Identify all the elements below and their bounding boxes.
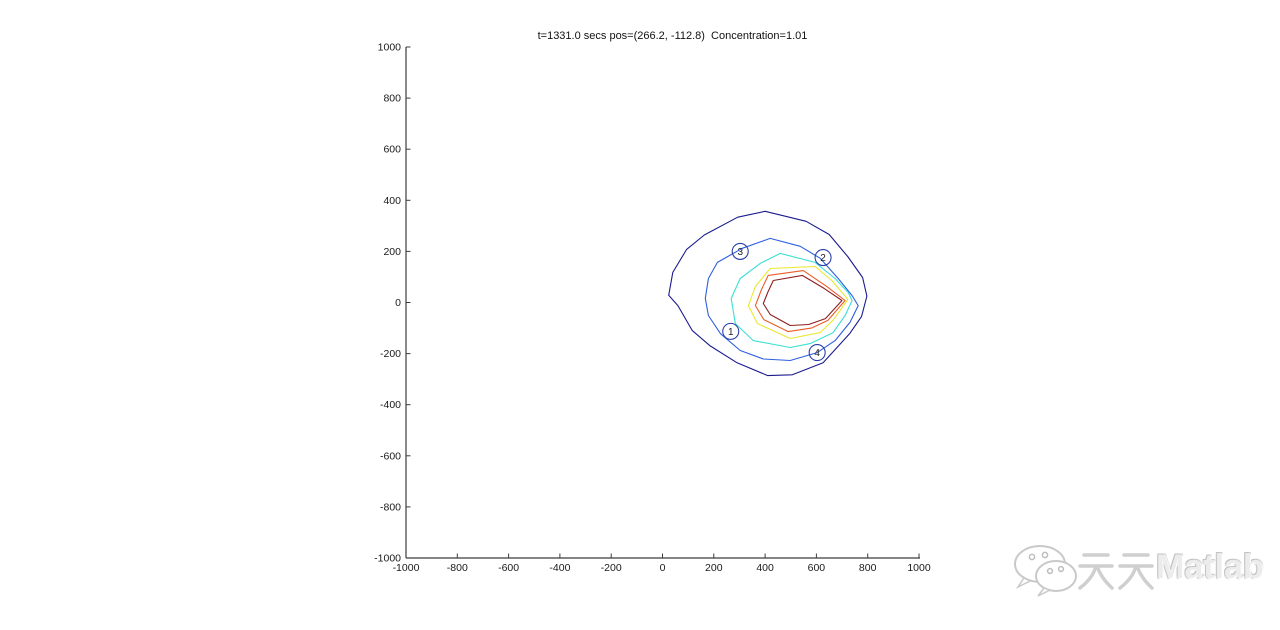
y-tick-label: 1000 <box>378 42 402 54</box>
x-tick-label: -800 <box>447 562 468 574</box>
wechat-bubble-small <box>1035 560 1077 592</box>
y-tick-label: 600 <box>383 144 401 156</box>
x-tick-label: 1000 <box>907 562 931 574</box>
x-tick-label: -1000 <box>393 562 420 574</box>
y-tick-label: 800 <box>383 93 401 105</box>
x-tick-label: -400 <box>549 562 570 574</box>
watermark-text: Matlab <box>1156 548 1264 586</box>
wechat-eye-icon <box>1028 553 1036 561</box>
sensor-marker-2 <box>814 248 832 267</box>
wechat-eye-icon <box>1057 565 1065 573</box>
y-tick-label: -800 <box>380 501 401 513</box>
sensor-marker-1 <box>722 322 740 340</box>
tiantian-glyphs <box>1078 553 1156 592</box>
y-tick-label: -600 <box>380 450 401 462</box>
x-tick-label: 800 <box>859 562 877 574</box>
contour-line-level-5 <box>754 270 846 333</box>
sensor-marker-label-2: 2 <box>820 253 826 264</box>
wechat-eye-icon <box>1046 567 1054 575</box>
x-tick-label: -200 <box>601 562 622 574</box>
wechat-bubble-large-tail <box>1015 577 1032 589</box>
contour-line-level-3 <box>730 252 853 349</box>
sensor-marker-4 <box>808 344 826 362</box>
wechat-icon <box>1014 545 1156 597</box>
y-tick-label: 400 <box>383 195 401 207</box>
x-tick-label: 400 <box>756 562 774 574</box>
contour-line-level-4 <box>747 265 849 340</box>
y-tick-label: 0 <box>395 297 401 309</box>
contour-line-level-1 <box>668 210 868 377</box>
contour-line-level-6 <box>762 274 843 327</box>
x-tick-label: -600 <box>498 562 519 574</box>
plot-title: t=1331.0 secs pos=(266.2, -112.8) Concen… <box>537 30 808 42</box>
x-tick-label: 600 <box>808 562 826 574</box>
x-tick-label: 200 <box>705 562 723 574</box>
x-tick-label: 0 <box>660 562 666 574</box>
wechat-eye-icon <box>1041 551 1049 559</box>
y-tick-label: -1000 <box>374 553 401 565</box>
sensor-marker-label-4: 4 <box>814 348 820 359</box>
sensor-marker-label-3: 3 <box>737 247 743 258</box>
y-tick-label: -400 <box>380 399 401 411</box>
sensor-marker-3 <box>731 242 749 260</box>
contour-line-level-2 <box>704 237 859 362</box>
watermark: Matlab <box>1008 540 1272 610</box>
sensor-marker-label-1: 1 <box>728 327 734 338</box>
y-tick-label: -200 <box>380 348 401 360</box>
y-tick-label: 200 <box>383 246 401 258</box>
wechat-bubble-small-tail <box>1037 587 1052 597</box>
